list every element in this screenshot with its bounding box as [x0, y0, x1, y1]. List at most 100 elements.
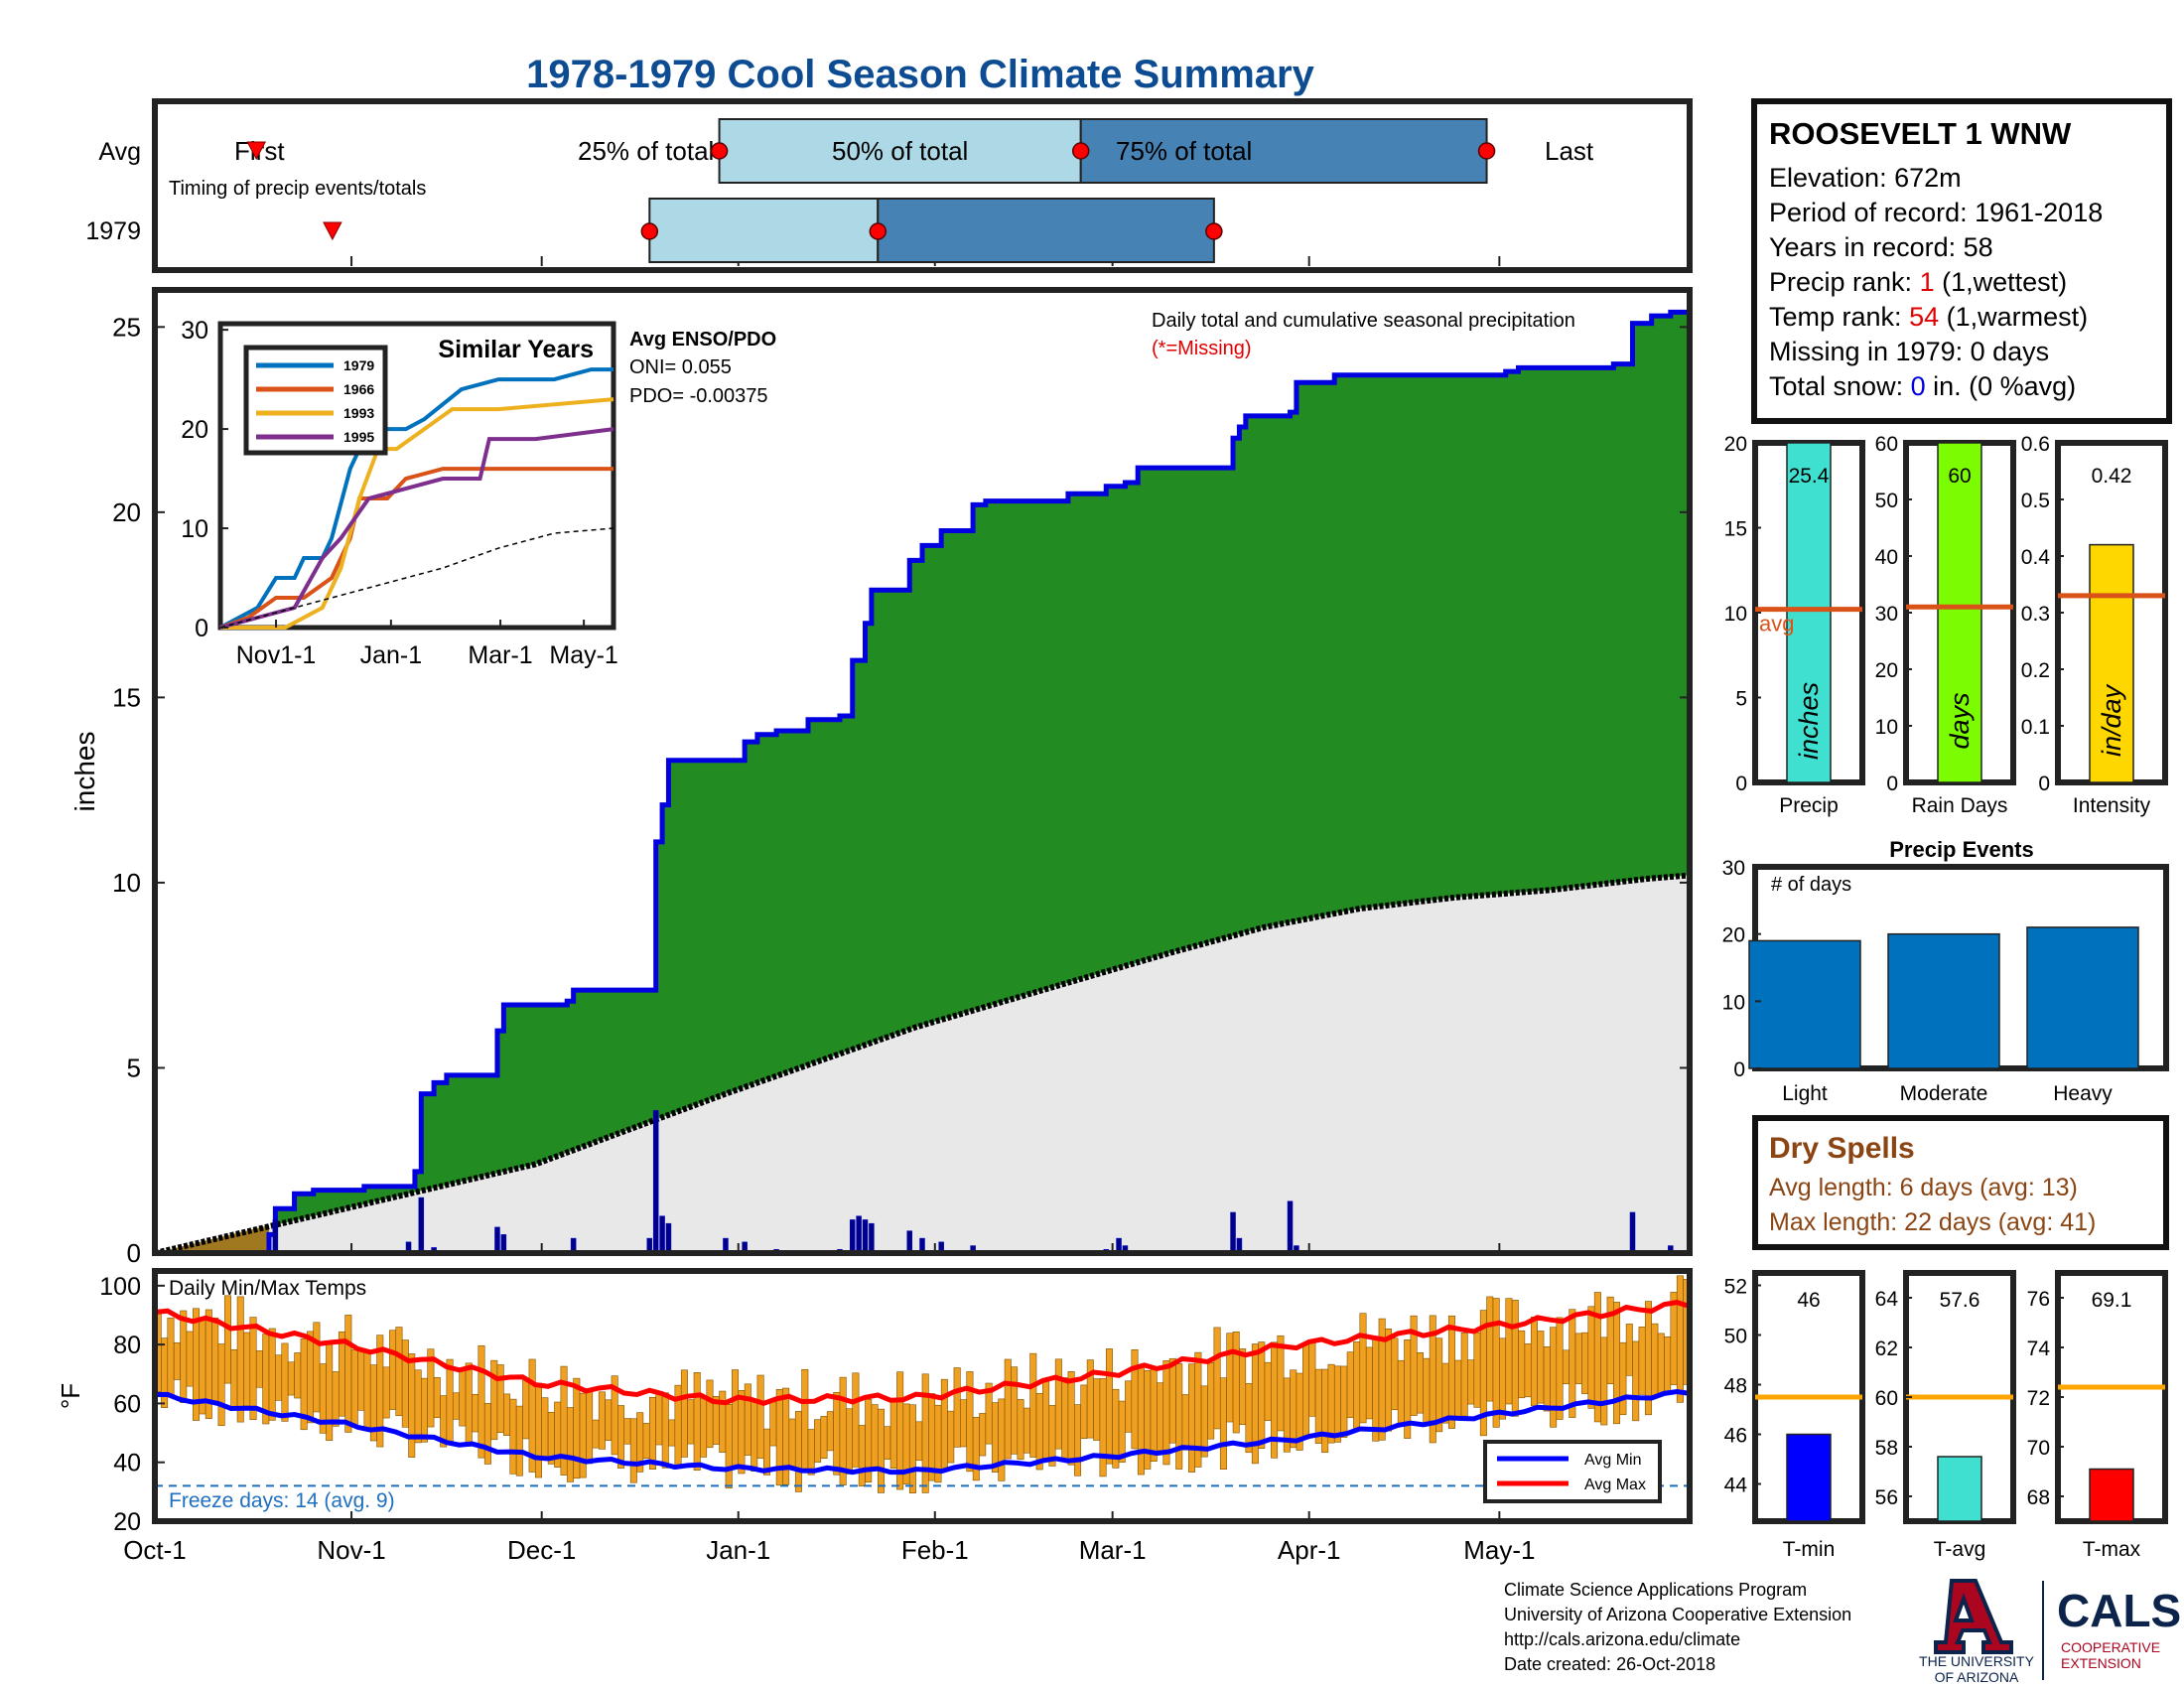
side-panel-tick-label: 30: [1875, 603, 1898, 626]
precip-rank-line: Precip rank: 1 (1,wettest): [1769, 267, 2067, 297]
temp-panel-label: T-min: [1783, 1538, 1836, 1561]
daily-temp-bar: [1651, 1323, 1659, 1398]
university-of-arizona-logo: THE UNIVERSITY OF ARIZONA: [1919, 1579, 2044, 1685]
daily-temp-bar: [1613, 1302, 1621, 1425]
daily-temp-bar: [623, 1418, 631, 1445]
month-label: Jan-1: [706, 1535, 770, 1565]
daily-temp-bar: [807, 1429, 815, 1476]
station-elevation: Elevation: 672m: [1769, 163, 1962, 193]
daily-temp-bar: [483, 1403, 491, 1465]
daily-temp-bar: [173, 1341, 181, 1380]
daily-temp-bar: [1454, 1359, 1462, 1420]
daily-precip-bar: [1629, 1211, 1636, 1254]
daily-temp-bar: [629, 1418, 637, 1483]
temp-panel-bar: [2089, 1468, 2134, 1522]
daily-temp-bar: [991, 1402, 999, 1473]
daily-temp-bar: [350, 1349, 358, 1426]
daily-temp-bar: [1353, 1341, 1361, 1432]
side-panel-tick-label: 0.5: [2021, 490, 2050, 512]
daily-temp-bar: [243, 1332, 251, 1407]
timing-caption: Timing of precip events/totals: [169, 178, 426, 200]
side-panel-value: 25.4: [1789, 465, 1830, 488]
station-period: Period of record: 1961-2018: [1769, 198, 2103, 227]
daily-temp-bar: [801, 1368, 809, 1470]
daily-temp-bar: [1054, 1358, 1062, 1450]
daily-temp-bar: [338, 1331, 345, 1417]
enso-title: Avg ENSO/PDO: [629, 329, 776, 351]
daily-temp-bar: [1035, 1393, 1043, 1471]
legend-avg-min: Avg Min: [1584, 1452, 1642, 1469]
daily-temp-bar: [1657, 1333, 1665, 1396]
precip-note: Daily total and cumulative seasonal prec…: [1152, 310, 1575, 332]
inset-series-1995: [219, 427, 614, 630]
station-years: Years in record: 58: [1769, 232, 1993, 262]
precip-y-tick-label: 10: [112, 868, 141, 898]
daily-temp-bar: [1499, 1337, 1507, 1420]
daily-temp-bar: [186, 1331, 194, 1387]
temp-panel-value: 69.1: [2092, 1289, 2132, 1312]
inset-title: Similar Years: [438, 336, 594, 363]
daily-precip-bar: [418, 1196, 425, 1254]
side-panel-label: Intensity: [2073, 794, 2151, 817]
side-panel-label: Rain Days: [1912, 794, 2008, 817]
daily-temp-bar: [889, 1400, 897, 1469]
precip-y-axis-label: inches: [69, 732, 100, 812]
daily-temp-bar: [744, 1383, 751, 1456]
daily-temp-bar: [1550, 1327, 1558, 1428]
daily-temp-bar: [465, 1362, 473, 1447]
daily-temp-bar: [478, 1344, 485, 1459]
daily-temp-bar: [1105, 1348, 1113, 1465]
daily-temp-bar: [1543, 1346, 1551, 1412]
month-label: Nov-1: [317, 1535, 385, 1565]
daily-temp-bar: [1670, 1292, 1678, 1385]
daily-temp-bar: [1467, 1359, 1475, 1405]
daily-temp-bar: [1391, 1337, 1399, 1411]
daily-temp-bar: [1492, 1298, 1500, 1428]
daily-temp-bar: [1226, 1333, 1234, 1423]
daily-temp-bar: [1423, 1357, 1431, 1426]
temp-panel-value: 46: [1797, 1289, 1820, 1312]
similar-years-inset: 0 10 20 30 Nov1-1 Jan-1 Mar-1 May-1 1979 1966 199…: [181, 317, 618, 669]
events-sublabel: # of days: [1771, 874, 1851, 896]
month-label: May-1: [1463, 1535, 1535, 1565]
daily-temp-bar: [738, 1390, 746, 1475]
side-panel-tick-label: 0: [1886, 773, 1898, 795]
daily-temp-bar: [1175, 1363, 1183, 1470]
daily-temp-bar: [1321, 1368, 1329, 1454]
precip-y-tick-label: 20: [112, 497, 141, 527]
daily-precip-bar: [869, 1222, 875, 1254]
daily-temp-bar: [833, 1391, 841, 1476]
temp-panel-value: 57.6: [1940, 1289, 1980, 1312]
daily-temp-bar: [1327, 1363, 1335, 1444]
1979-first-marker: [323, 221, 342, 241]
side-panel-tick-label: 0.1: [2021, 716, 2050, 739]
daily-precip-bar: [659, 1215, 665, 1254]
daily-temp-bar: [509, 1398, 517, 1475]
station-missing: Missing in 1979: 0 days: [1769, 337, 2049, 366]
avg-max-line: [154, 1300, 1691, 1407]
daily-temp-bar: [1518, 1330, 1526, 1399]
side-panel-label: Precip: [1779, 794, 1839, 817]
daily-temp-bar: [1200, 1385, 1208, 1458]
daily-temp-bar: [858, 1425, 866, 1486]
1979-q1-box: [648, 198, 880, 263]
event-bar: [1748, 939, 1861, 1069]
daily-temp-bar: [1638, 1327, 1646, 1395]
temp-panel-tick-label: 48: [1724, 1375, 1747, 1398]
temp-y-tick-label: 100: [99, 1273, 141, 1301]
daily-temp-bar: [661, 1392, 669, 1469]
daily-temp-bar: [1080, 1384, 1088, 1440]
average-cumulative-line: [154, 872, 1691, 1256]
temp-panel-tick-label: 44: [1724, 1475, 1748, 1497]
temp-panel-tick-label: 70: [2027, 1437, 2050, 1460]
avg-q2-box: [1079, 118, 1488, 184]
daily-temp-bar: [915, 1421, 923, 1462]
inset-series-1993: [220, 397, 614, 630]
daily-temp-bar: [1587, 1306, 1595, 1409]
daily-temp-bar: [1099, 1378, 1107, 1477]
footer-credits: Climate Science Applications Program Uni…: [1504, 1580, 1851, 1674]
side-panel-tick-label: 60: [1875, 433, 1898, 456]
daily-temp-bar: [668, 1419, 676, 1447]
daily-temp-bar: [1264, 1361, 1272, 1421]
